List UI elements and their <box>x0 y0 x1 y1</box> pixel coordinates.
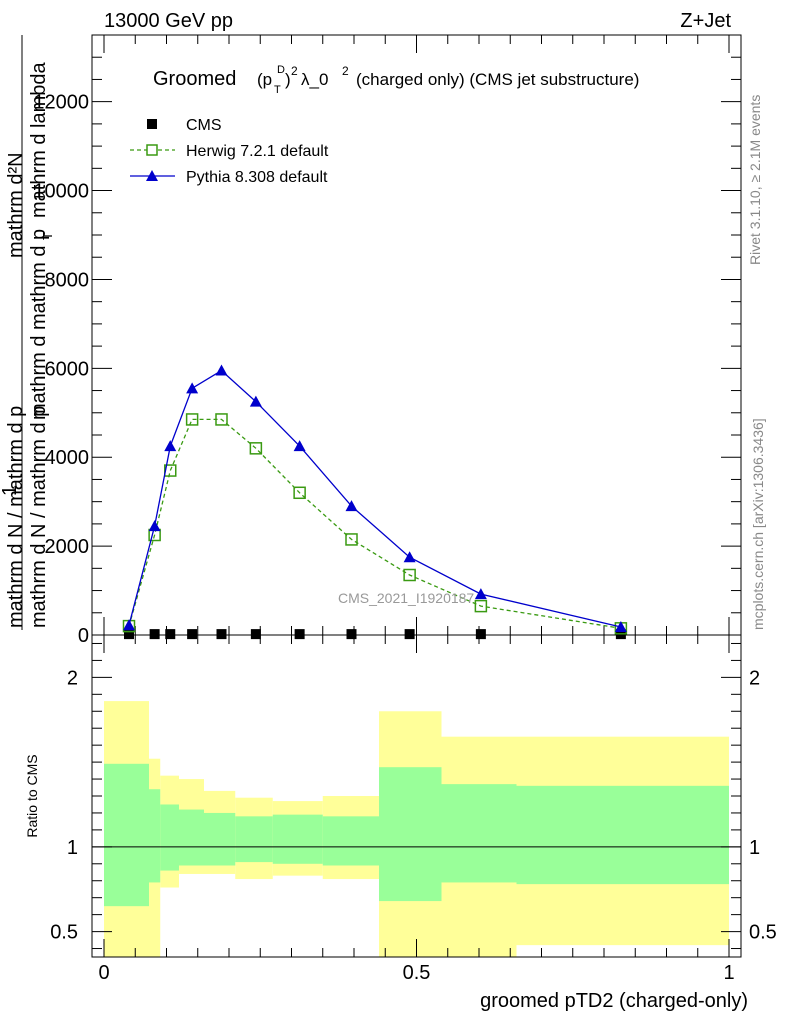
herwig-data-point <box>215 413 228 426</box>
herwig-data-point <box>293 486 306 500</box>
pythia-data-point <box>148 520 161 532</box>
main-y-tick-labels: 0 2000 4000 6000 8000 10000 12000 <box>33 92 89 647</box>
stat-uncertainty-band <box>441 784 517 883</box>
series-line-1 <box>128 418 622 629</box>
stat-uncertainty-band <box>204 812 236 866</box>
rivet-version-note: Rivet 3.1.10, ≥ 2.1M events <box>747 95 763 265</box>
stat-uncertainty-band <box>272 814 323 864</box>
cms-data-point <box>124 629 134 640</box>
pythia-data-point <box>345 500 358 512</box>
legend-cms-marker <box>147 119 157 129</box>
ratio-y-tick-label-right: 1 <box>749 837 760 859</box>
ylabel-one: 1 <box>0 485 21 496</box>
pythia-data-point <box>123 619 135 631</box>
ratio-plot-panel: 0.5 0.5 1 1 2 2 0 0.5 1 <box>50 634 777 984</box>
legend-herwig-label: Herwig 7.2.1 default <box>186 143 329 160</box>
legend: CMS Herwig 7.2.1 default Pythia 8.308 de… <box>130 117 329 186</box>
ylabel-top-den-sub: T <box>40 232 55 240</box>
title-paren-open: (p <box>257 70 272 89</box>
cms-data-point <box>404 629 415 640</box>
ylabel-top-den: mathrm d p <box>28 229 50 330</box>
legend-pythia-marker <box>146 170 158 181</box>
stat-uncertainty-band <box>516 785 729 885</box>
process-label: Z+Jet <box>680 10 731 32</box>
pythia-data-point <box>186 382 199 394</box>
main-y-tick-label: 4000 <box>45 447 90 469</box>
x-tick-label: 0 <box>98 962 109 984</box>
ylabel-bottom-line2: mathrm d N / mathrm d p <box>5 406 27 628</box>
legend-herwig-marker <box>146 144 158 156</box>
ylabel-bottom-line1: mathrm d N / mathrm d p <box>28 406 50 628</box>
pythia-data-point <box>614 621 627 632</box>
cms-data-point <box>216 629 227 640</box>
energy-label: 13000 GeV pp <box>104 10 233 32</box>
x-axis-label: groomed pTD2 (charged-only) <box>480 990 748 1012</box>
main-series-layer <box>122 364 628 640</box>
herwig-data-point <box>185 413 199 426</box>
main-y-tick-label: 0 <box>78 625 89 647</box>
main-y-tick-label: 8000 <box>45 269 90 291</box>
title-sub-t: T <box>274 84 281 96</box>
ylabel-top-den-rest: mathrm d lambda <box>28 62 50 218</box>
herwig-data-point <box>164 464 177 477</box>
main-y-axis-label: mathrm d²N mathrm d p T mathrm d lambda … <box>0 35 55 630</box>
ratio-y-tick-label: 1 <box>67 837 78 859</box>
ratio-bands-layer <box>104 701 729 957</box>
title-prefix: Groomed <box>153 68 236 90</box>
stat-uncertainty-band <box>322 816 379 866</box>
cms-data-point <box>250 629 261 640</box>
cms-data-point <box>346 629 357 640</box>
cms-data-point <box>149 629 160 640</box>
pythia-data-point <box>215 364 228 376</box>
main-plot-panel: 0 2000 4000 6000 8000 10000 12000 <box>33 34 742 647</box>
pythia-data-point <box>164 440 177 452</box>
pythia-data-point <box>249 395 262 407</box>
pythia-data-point <box>403 551 416 563</box>
series-line-2 <box>128 369 622 628</box>
title-sup-d: D <box>277 64 285 76</box>
ylabel-top-num: mathrm d²N <box>5 152 27 258</box>
mcplots-reference: mcplots.cern.ch [arXiv:1306.3436] <box>750 418 766 630</box>
ratio-y-tick-label: 2 <box>67 667 78 689</box>
ratio-y-tick-label-right: 2 <box>749 667 760 689</box>
ratio-y-tick-label-right: 0.5 <box>749 922 777 944</box>
cms-data-point <box>187 629 198 640</box>
main-y-tick-label: 6000 <box>45 358 90 380</box>
stat-uncertainty-band <box>179 809 204 866</box>
stat-uncertainty-band <box>160 804 179 871</box>
stat-uncertainty-band <box>235 816 273 863</box>
title-sup-2: 2 <box>291 64 298 78</box>
stat-uncertainty-band <box>379 767 442 902</box>
title-sup-2b: 2 <box>342 64 349 78</box>
herwig-data-point <box>403 568 416 582</box>
herwig-data-point <box>249 442 263 455</box>
title-paren-close: ) <box>285 70 291 89</box>
ratio-axis-ticks <box>92 635 741 957</box>
x-tick-label: 1 <box>723 962 734 984</box>
main-y-tick-label: 10000 <box>33 181 89 203</box>
ylabel-bottom-line1-rest: mathrm d <box>28 336 50 420</box>
main-y-tick-label: 2000 <box>45 536 90 558</box>
analysis-watermark: CMS_2021_I1920187 <box>338 590 474 606</box>
title-lambda: λ_0 <box>301 70 328 89</box>
chart-title: Groomed (p T D ) 2 λ_0 2 (charged only) … <box>153 64 639 96</box>
herwig-data-point <box>345 533 358 546</box>
ratio-y-axis-label: Ratio to CMS <box>24 754 40 837</box>
title-suffix: (charged only) (CMS jet substructure) <box>356 70 639 89</box>
legend-cms-label: CMS <box>186 117 222 134</box>
stat-uncertainty-band <box>104 763 149 907</box>
legend-pythia-label: Pythia 8.308 default <box>186 169 328 186</box>
cms-data-point <box>475 629 486 640</box>
pythia-data-point <box>293 440 306 452</box>
x-tick-label: 0.5 <box>403 962 431 984</box>
pythia-data-point <box>474 588 487 600</box>
ratio-tick-labels: 0.5 0.5 1 1 2 2 0 0.5 1 <box>50 667 777 984</box>
stat-uncertainty-band <box>149 789 161 883</box>
cms-data-point <box>294 629 305 640</box>
main-y-tick-label: 12000 <box>33 92 89 114</box>
ratio-y-tick-label: 0.5 <box>50 922 78 944</box>
cms-data-point <box>165 629 176 640</box>
herwig-data-point <box>474 599 488 613</box>
